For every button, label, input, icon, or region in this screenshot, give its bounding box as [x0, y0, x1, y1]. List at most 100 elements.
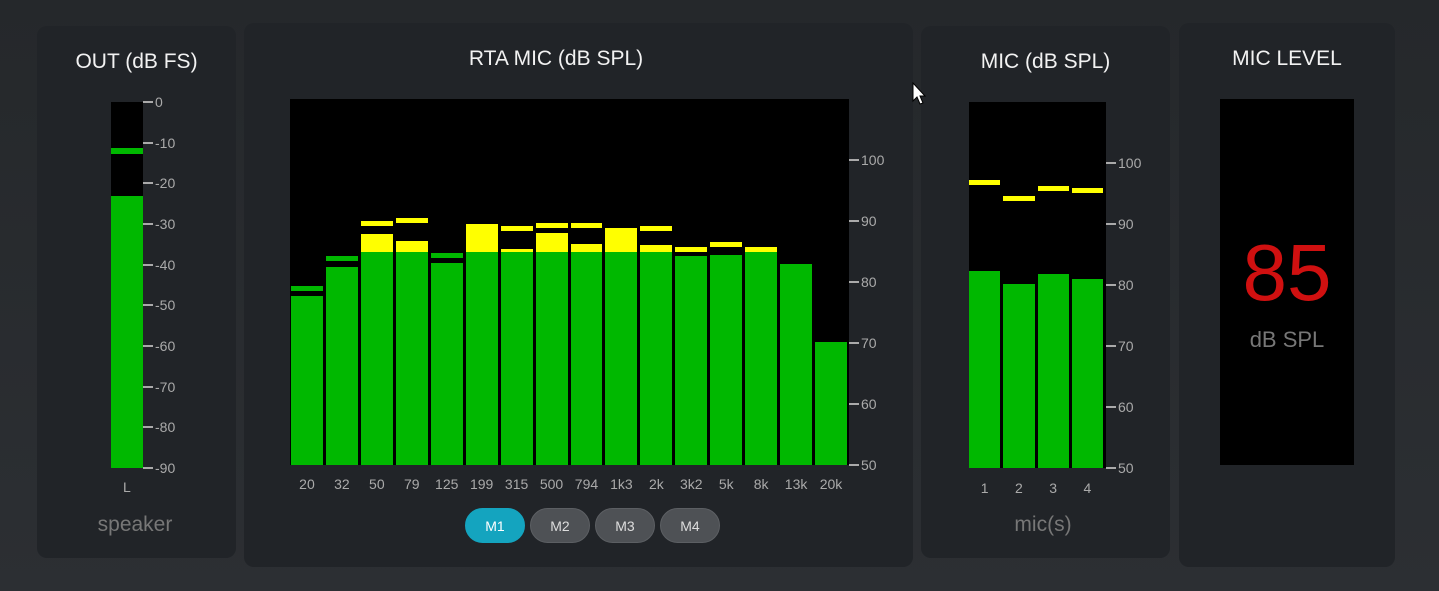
rta-peak-5k: [710, 241, 743, 247]
out-level-bar: [111, 195, 143, 468]
out-axis-tick: [143, 101, 153, 103]
rta-over-794: [570, 244, 603, 252]
rta-over-1k3: [605, 228, 638, 252]
rta-axis-tick: [849, 464, 859, 466]
mic-select-button-m1[interactable]: M1: [465, 508, 525, 543]
mic-axis-tick: [1106, 345, 1116, 347]
mic-level-title: MIC LEVEL: [1232, 47, 1342, 70]
rta-peak-50: [360, 221, 393, 227]
out-axis-tick-label: -80: [155, 419, 176, 436]
rta-band-label: 3k2: [679, 476, 703, 492]
rta-band-label: 79: [403, 476, 420, 492]
rta-band-label: 1k3: [610, 476, 633, 492]
mic-level-panel: MIC LEVEL 85 dB SPL: [1179, 23, 1395, 567]
rta-axis-tick: [849, 342, 859, 344]
out-axis-tick-label: -40: [155, 256, 176, 273]
mic-channel-label: 3: [1049, 480, 1058, 496]
mic-axis-tick: [1106, 467, 1116, 469]
rta-peak-794: [570, 222, 603, 228]
rta-peak-79: [395, 218, 428, 224]
rta-band-label: 315: [504, 476, 529, 492]
rta-peak-315: [500, 226, 533, 232]
mic-axis-tick: [1106, 406, 1116, 408]
rta-axis-tick-label: 70: [861, 335, 877, 351]
rta-axis-tick: [849, 281, 859, 283]
rta-bar-20: [291, 296, 323, 465]
mic-select-button-m3[interactable]: M3: [595, 508, 655, 543]
rta-axis-tick-label: 90: [861, 213, 877, 229]
rta-band-label: 125: [435, 476, 459, 492]
out-meter: [111, 102, 143, 468]
out-peak-marker: [111, 147, 143, 154]
rta-band-label: 794: [574, 476, 599, 492]
rta-bar-794: [570, 251, 603, 465]
rta-peak-32: [325, 255, 358, 261]
rta-over-50: [360, 234, 393, 252]
out-axis-tick-label: -90: [155, 460, 176, 476]
mic-bar-4: [1071, 278, 1103, 468]
rta-axis-tick-label: 100: [861, 152, 885, 168]
mic-level-display: 85 dB SPL: [1220, 99, 1354, 465]
rta-axis-tick: [849, 403, 859, 405]
rta-band-label: 8k: [753, 476, 769, 492]
rta-band-label: 20: [299, 476, 315, 492]
rta-axis-tick: [849, 159, 859, 161]
mic-channel-label: 4: [1083, 480, 1092, 496]
mic-axis-tick: [1106, 223, 1116, 225]
mic-select-button-m2[interactable]: M2: [530, 508, 590, 543]
mic-select-button-m4[interactable]: M4: [660, 508, 720, 543]
mic-footer: mic(s): [1014, 513, 1072, 536]
out-axis-tick-label: -10: [155, 134, 176, 151]
rta-over-79: [395, 240, 428, 252]
mic-bar-2: [1003, 283, 1035, 468]
rta-bar-32: [325, 266, 358, 465]
rta-bar-8k: [745, 251, 778, 465]
out-axis-tick-label: -70: [155, 378, 176, 395]
rta-over-199: [465, 224, 498, 252]
mic-bar-3: [1037, 274, 1069, 468]
rta-axis-tick: [849, 220, 859, 222]
out-axis-tick: [143, 426, 153, 429]
rta-peak-500: [535, 222, 568, 228]
mic-bar-1: [969, 270, 1001, 468]
out-axis-tick: [143, 141, 153, 144]
out-axis-tick: [143, 345, 153, 347]
mic-axis-tick-label: 50: [1118, 460, 1134, 476]
rta-over-315: [500, 249, 533, 252]
rta-band-label: 5k: [718, 476, 734, 492]
rta-band-label: 32: [334, 476, 350, 492]
rta-bar-50: [360, 251, 393, 465]
mic-chart: [969, 102, 1106, 468]
rta-over-2k: [640, 245, 673, 252]
mic-axis-tick-label: 60: [1118, 399, 1134, 415]
rta-over-8k: [745, 247, 778, 252]
out-title: OUT (dB FS): [75, 50, 198, 73]
mic-title: MIC (dB SPL): [980, 50, 1111, 73]
out-axis-tick: [143, 223, 153, 225]
out-axis-tick-label: -30: [155, 216, 176, 232]
rta-bar-13k: [780, 264, 813, 465]
rta-axis-tick-label: 60: [861, 396, 877, 412]
rta-bar-1k3: [605, 251, 638, 465]
out-axis-tick-label: -20: [155, 175, 176, 192]
rta-bar-3k2: [675, 256, 708, 465]
mic-axis-tick: [1106, 162, 1116, 164]
out-axis-tick: [143, 467, 153, 469]
rta-bar-79: [395, 251, 428, 465]
rta-bar-5k: [710, 255, 743, 465]
rta-axis-tick-label: 50: [861, 457, 877, 473]
mic-axis-tick-label: 90: [1118, 216, 1134, 232]
mic-peak-2: [1003, 196, 1035, 202]
mic-axis-tick-label: 80: [1118, 277, 1134, 293]
mic-channel-label: 1: [980, 480, 989, 496]
rta-band-label: 13k: [784, 476, 808, 492]
rta-over-500: [535, 232, 568, 252]
out-footer: speaker: [97, 513, 173, 536]
rta-band-label: 2k: [648, 476, 664, 492]
mic-level-unit: dB SPL: [1249, 327, 1325, 352]
mic-peak-3: [1037, 186, 1069, 191]
rta-peak-3k2: [675, 247, 708, 253]
rta-axis-tick-label: 80: [861, 274, 877, 290]
out-axis-tick-label: -60: [155, 338, 176, 354]
out-axis-tick-label: 0: [155, 94, 163, 110]
